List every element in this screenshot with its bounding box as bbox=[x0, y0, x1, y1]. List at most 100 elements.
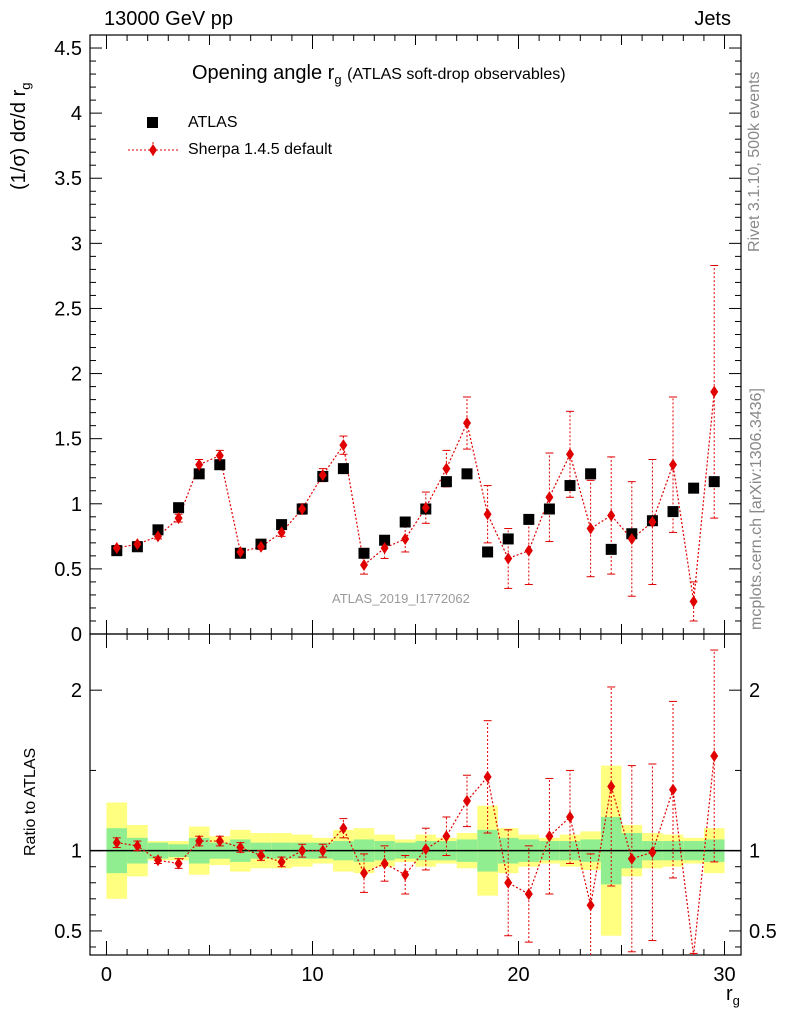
atlas-point bbox=[214, 459, 226, 471]
ratio-point bbox=[359, 867, 368, 880]
atlas-point bbox=[379, 534, 391, 546]
y-tick-label-top: 3.5 bbox=[54, 168, 82, 190]
sherpa-point bbox=[174, 512, 183, 525]
ratio-point bbox=[669, 783, 678, 796]
y-tick-label-top: 4 bbox=[71, 103, 82, 125]
sherpa-point bbox=[524, 544, 533, 557]
sherpa-point bbox=[442, 462, 451, 475]
atlas-point bbox=[152, 524, 164, 536]
legend-sherpa-label: Sherpa 1.4.5 default bbox=[188, 141, 333, 158]
y-tick-label-top: 2.5 bbox=[54, 298, 82, 320]
ratio-point bbox=[627, 852, 636, 865]
ratio-point bbox=[215, 835, 224, 848]
sherpa-point bbox=[215, 449, 224, 462]
watermark: ATLAS_2019_I1772062 bbox=[332, 591, 470, 606]
ratio-point bbox=[648, 846, 657, 859]
atlas-point bbox=[440, 476, 452, 488]
sherpa-point bbox=[627, 532, 636, 545]
y-tick-label-top: 4.5 bbox=[54, 38, 82, 60]
y-tick-label-top: 0 bbox=[71, 624, 82, 646]
ratio-point bbox=[463, 794, 472, 807]
mcplots-label: mcplots.cern.ch [arXiv:1306.3436] bbox=[748, 388, 765, 630]
ratio-point bbox=[277, 855, 286, 868]
y-tick-label-top: 3 bbox=[71, 233, 82, 255]
sherpa-point bbox=[504, 552, 513, 565]
legend-atlas-label: ATLAS bbox=[188, 114, 238, 131]
y-tick-label-ratio: 1 bbox=[71, 841, 82, 863]
rivet-label: Rivet 3.1.10, 500k events bbox=[746, 71, 763, 252]
y-tick-label-top: 1.5 bbox=[54, 429, 82, 451]
ratio-point bbox=[421, 843, 430, 856]
plot-title-suffix: (ATLAS soft-drop observables) bbox=[347, 66, 566, 83]
atlas-point bbox=[708, 476, 720, 488]
y-tick-label-ratio-right: 2 bbox=[749, 680, 760, 702]
y-axis-label-top: (1/σ) dσ/d rg bbox=[8, 83, 33, 191]
sherpa-point bbox=[298, 502, 307, 515]
atlas-point bbox=[688, 482, 700, 494]
y-tick-label-ratio-right: 1 bbox=[749, 841, 760, 863]
sherpa-point bbox=[566, 448, 575, 461]
sherpa-point bbox=[236, 545, 245, 558]
atlas-point bbox=[358, 547, 370, 559]
atlas-point bbox=[564, 480, 576, 492]
sherpa-point bbox=[401, 532, 410, 545]
sherpa-point bbox=[545, 491, 554, 504]
sherpa-point bbox=[339, 439, 348, 452]
atlas-point bbox=[502, 533, 514, 545]
ratio-point bbox=[339, 822, 348, 835]
ratio-point bbox=[298, 844, 307, 857]
ratio-point bbox=[586, 899, 595, 912]
sherpa-point bbox=[277, 526, 286, 539]
x-tick-label: 10 bbox=[301, 964, 323, 986]
atlas-point bbox=[605, 543, 617, 555]
header-right: Jets bbox=[694, 8, 731, 30]
ratio-point bbox=[112, 836, 121, 849]
ratio-point bbox=[566, 810, 575, 823]
ratio-panel-frame bbox=[89, 633, 742, 956]
y-tick-label-top: 0.5 bbox=[54, 559, 82, 581]
sherpa-point bbox=[256, 540, 265, 553]
y-axis-label-top-sub: g bbox=[18, 82, 33, 90]
atlas-point bbox=[173, 502, 185, 514]
atlas-point bbox=[482, 546, 494, 558]
sherpa-point bbox=[153, 530, 162, 543]
sherpa-point bbox=[463, 417, 472, 430]
ratio-line bbox=[116, 755, 715, 956]
y-tick-label-ratio-right: 0.5 bbox=[749, 921, 777, 943]
ratio-point bbox=[710, 749, 719, 762]
sherpa-point bbox=[359, 558, 368, 571]
sherpa-point bbox=[689, 595, 698, 608]
sherpa-point bbox=[421, 501, 430, 514]
header-left: 13000 GeV pp bbox=[104, 8, 233, 30]
x-tick-label: 30 bbox=[713, 964, 735, 986]
ratio-point bbox=[153, 854, 162, 867]
ratio-point bbox=[195, 835, 204, 848]
sherpa-line bbox=[116, 391, 715, 602]
ratio-point bbox=[483, 770, 492, 783]
atlas-point bbox=[461, 468, 473, 480]
y-tick-label-top: 2 bbox=[71, 364, 82, 386]
sherpa-point bbox=[648, 516, 657, 529]
atlas-point bbox=[667, 506, 679, 518]
plot-title-sub: g bbox=[334, 72, 342, 87]
y-tick-label-ratio: 2 bbox=[71, 680, 82, 702]
sherpa-point bbox=[112, 542, 121, 555]
atlas-point bbox=[337, 463, 349, 475]
ratio-point bbox=[607, 780, 616, 793]
ratio-point bbox=[442, 830, 451, 843]
ratio-point bbox=[256, 849, 265, 862]
x-axis-label-sub: g bbox=[732, 993, 740, 1008]
atlas-point bbox=[543, 503, 555, 515]
ratio-point bbox=[174, 857, 183, 870]
x-axis-label-text: r bbox=[726, 983, 733, 1005]
legend-sherpa-marker bbox=[149, 144, 157, 156]
ratio-point bbox=[401, 868, 410, 881]
sherpa-point bbox=[483, 508, 492, 521]
x-tick-label: 0 bbox=[101, 964, 112, 986]
ratio-point bbox=[380, 857, 389, 870]
y-tick-label-ratio: 0.5 bbox=[54, 921, 82, 943]
atlas-point bbox=[276, 519, 288, 531]
atlas-point bbox=[399, 516, 411, 528]
x-axis-label: rg bbox=[726, 983, 740, 1008]
